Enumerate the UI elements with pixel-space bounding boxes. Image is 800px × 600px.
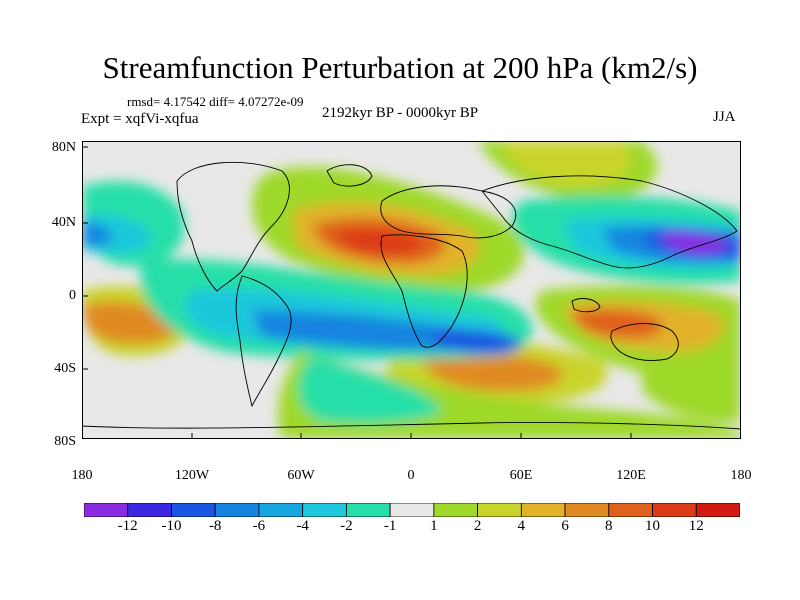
colorbar-label: -4 <box>296 518 309 534</box>
colorbar-label: 1 <box>430 518 438 534</box>
colorbar-cell <box>520 503 566 517</box>
colorbar-label: -6 <box>252 518 266 534</box>
coastlines <box>82 161 741 430</box>
stats-readout: rmsd= 4.17542 diff= 4.07272e-09 <box>127 94 304 109</box>
lat-label-40n: 40N <box>51 215 76 230</box>
lon-label-120e: 120E <box>616 468 646 483</box>
colorbar-cell <box>652 503 697 517</box>
colorbar-label: -1 <box>383 518 397 534</box>
colorbar-cell <box>258 503 304 517</box>
colorbar-label: -12 <box>117 518 138 534</box>
colorbar-label: 8 <box>605 518 613 534</box>
colorbar-label: -2 <box>340 518 353 534</box>
lat-label-80n: 80N <box>51 140 76 155</box>
colorbar-label: 2 <box>473 518 482 534</box>
colorbar-cell <box>564 503 610 517</box>
colorbar-cell <box>345 503 391 517</box>
colorbar-cell <box>695 503 740 517</box>
colorbar-cell <box>477 503 522 517</box>
colorbar-label: -8 <box>208 518 222 534</box>
colorbar-label: -10 <box>161 518 182 534</box>
colorbar-label: 10 <box>645 518 660 534</box>
axis-ticks <box>82 146 741 439</box>
colorbar-cell <box>171 503 216 517</box>
field-contours <box>82 141 741 439</box>
experiment-label: Expt = xqfVi-xqfua <box>81 111 199 127</box>
lat-label-40s: 40S <box>54 361 76 376</box>
colorbar <box>84 503 740 517</box>
map-plot <box>82 141 741 439</box>
plot-title: Streamfunction Perturbation at 200 hPa (… <box>102 50 698 85</box>
colorbar-cell <box>608 503 653 517</box>
lon-label-60e: 60E <box>509 468 533 483</box>
period-label: 2192kyr BP - 0000kyr BP <box>322 105 479 121</box>
lon-label-180w: 180 <box>71 468 93 483</box>
colorbar-cell <box>84 503 129 517</box>
lat-label-0: 0 <box>69 288 76 303</box>
colorbar-cell <box>389 503 435 517</box>
lon-label-60w: 60W <box>287 468 315 483</box>
lat-label-80s: 80S <box>54 434 76 449</box>
colorbar-label: 4 <box>517 518 526 534</box>
colorbar-label: 6 <box>561 518 569 534</box>
lon-label-180e: 180 <box>730 468 752 483</box>
colorbar-cell <box>127 503 172 517</box>
colorbar-cell <box>433 503 478 517</box>
colorbar-cell <box>214 503 260 517</box>
lon-label-120w: 120W <box>174 468 210 483</box>
lon-label-0: 0 <box>407 468 415 483</box>
season-label: JJA <box>713 109 736 125</box>
colorbar-cell <box>302 503 347 517</box>
colorbar-label: 12 <box>688 518 704 534</box>
